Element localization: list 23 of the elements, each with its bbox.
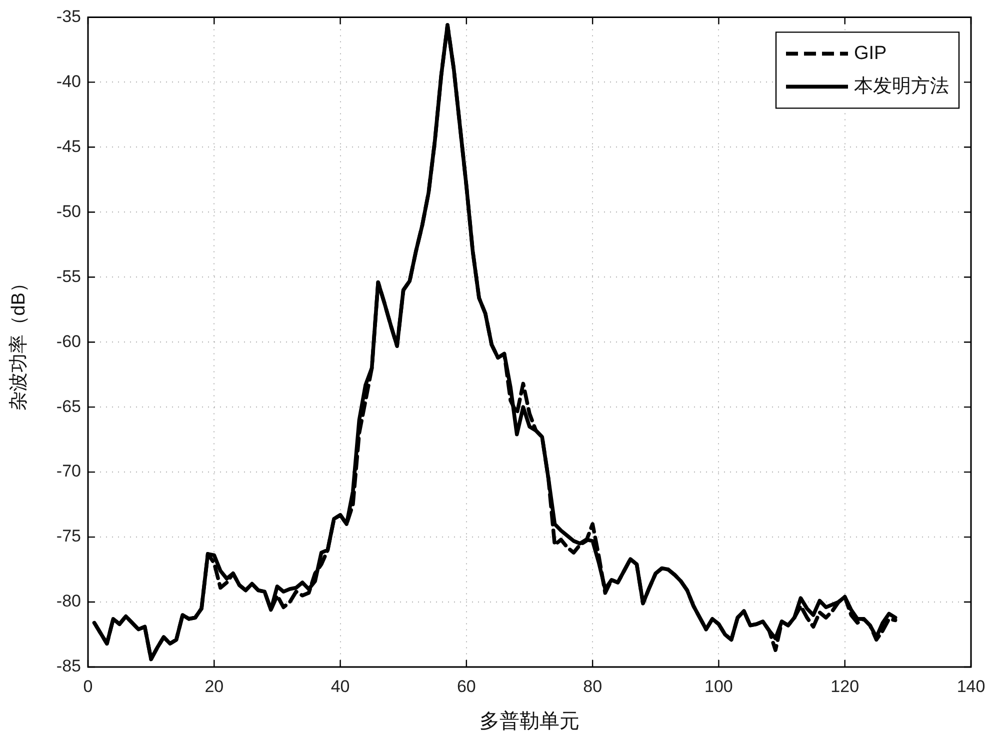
x-tick-label: 40 xyxy=(330,676,350,696)
y-axis-title: 杂波功率（dB） xyxy=(8,273,30,411)
y-tick-label: -70 xyxy=(56,462,81,481)
y-tick-label: -50 xyxy=(56,202,81,221)
x-tick-label: 100 xyxy=(704,676,733,696)
y-tick-label: -60 xyxy=(56,332,81,351)
y-tick-label: -45 xyxy=(56,136,81,156)
x-tick-label: 20 xyxy=(204,676,224,696)
y-tick-label: -65 xyxy=(56,396,81,416)
y-tick-label: -85 xyxy=(56,656,81,676)
x-tick-label: 80 xyxy=(583,676,602,696)
x-tick-label: 140 xyxy=(956,676,986,696)
y-tick-label: -35 xyxy=(56,6,81,26)
legend-label: GIP xyxy=(854,42,887,64)
legend-label: 本发明方法 xyxy=(854,74,949,97)
x-tick-label: 0 xyxy=(83,676,93,696)
x-axis-title: 多普勒单元 xyxy=(480,710,580,733)
y-tick-label: -80 xyxy=(56,592,81,611)
y-tick-label: -75 xyxy=(56,526,81,546)
y-tick-label: -55 xyxy=(56,266,81,286)
y-tick-label: -40 xyxy=(56,72,81,91)
x-tick-label: 120 xyxy=(830,676,860,696)
x-tick-label: 60 xyxy=(456,676,476,696)
